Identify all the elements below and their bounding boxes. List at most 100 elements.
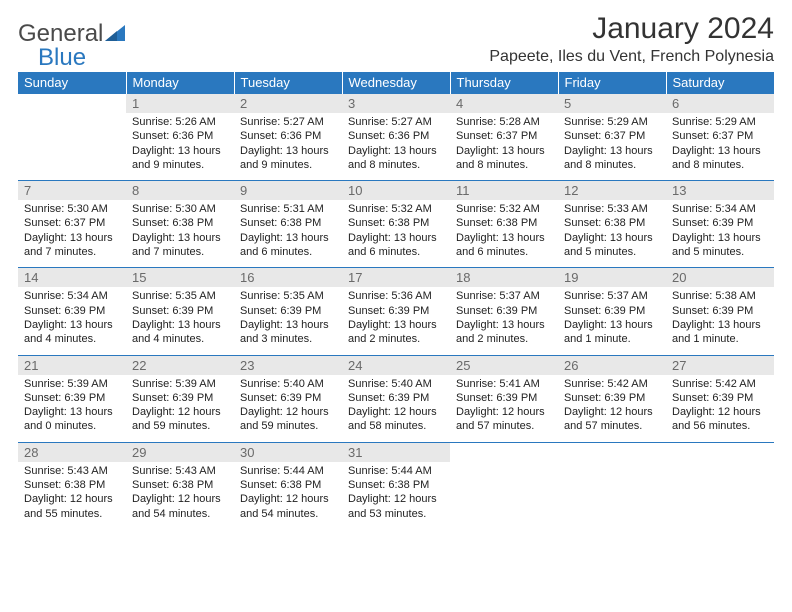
sunrise-text: Sunrise: 5:40 AM bbox=[348, 377, 444, 391]
calendar-day-cell bbox=[666, 442, 774, 529]
sunset-text: Sunset: 6:39 PM bbox=[24, 304, 120, 318]
day-body: Sunrise: 5:30 AMSunset: 6:37 PMDaylight:… bbox=[18, 200, 126, 267]
calendar-day-cell: 3Sunrise: 5:27 AMSunset: 6:36 PMDaylight… bbox=[342, 94, 450, 181]
day-number: 27 bbox=[666, 356, 774, 375]
day-number: 16 bbox=[234, 268, 342, 287]
calendar-day-cell: 2Sunrise: 5:27 AMSunset: 6:36 PMDaylight… bbox=[234, 94, 342, 181]
day-body: Sunrise: 5:37 AMSunset: 6:39 PMDaylight:… bbox=[558, 287, 666, 354]
sunset-text: Sunset: 6:36 PM bbox=[240, 129, 336, 143]
sunrise-text: Sunrise: 5:27 AM bbox=[240, 115, 336, 129]
sunset-text: Sunset: 6:39 PM bbox=[348, 391, 444, 405]
day-number: 30 bbox=[234, 443, 342, 462]
daylight-text: Daylight: 13 hours and 8 minutes. bbox=[348, 144, 444, 173]
sunrise-text: Sunrise: 5:37 AM bbox=[564, 289, 660, 303]
calendar-week: 14Sunrise: 5:34 AMSunset: 6:39 PMDayligh… bbox=[18, 268, 774, 355]
day-body: Sunrise: 5:38 AMSunset: 6:39 PMDaylight:… bbox=[666, 287, 774, 354]
calendar-day-cell: 18Sunrise: 5:37 AMSunset: 6:39 PMDayligh… bbox=[450, 268, 558, 355]
daylight-text: Daylight: 13 hours and 5 minutes. bbox=[672, 231, 768, 260]
daylight-text: Daylight: 13 hours and 1 minute. bbox=[672, 318, 768, 347]
sunset-text: Sunset: 6:38 PM bbox=[132, 216, 228, 230]
calendar-day-cell: 23Sunrise: 5:40 AMSunset: 6:39 PMDayligh… bbox=[234, 355, 342, 442]
day-header: Thursday bbox=[450, 72, 558, 94]
calendar-day-cell: 7Sunrise: 5:30 AMSunset: 6:37 PMDaylight… bbox=[18, 181, 126, 268]
daylight-text: Daylight: 13 hours and 4 minutes. bbox=[132, 318, 228, 347]
day-body: Sunrise: 5:35 AMSunset: 6:39 PMDaylight:… bbox=[234, 287, 342, 354]
day-body: Sunrise: 5:42 AMSunset: 6:39 PMDaylight:… bbox=[666, 375, 774, 442]
calendar-week: 28Sunrise: 5:43 AMSunset: 6:38 PMDayligh… bbox=[18, 442, 774, 529]
calendar-day-cell: 21Sunrise: 5:39 AMSunset: 6:39 PMDayligh… bbox=[18, 355, 126, 442]
daylight-text: Daylight: 13 hours and 7 minutes. bbox=[24, 231, 120, 260]
sunset-text: Sunset: 6:39 PM bbox=[564, 304, 660, 318]
sunrise-text: Sunrise: 5:43 AM bbox=[132, 464, 228, 478]
daylight-text: Daylight: 13 hours and 8 minutes. bbox=[456, 144, 552, 173]
calendar-day-cell: 30Sunrise: 5:44 AMSunset: 6:38 PMDayligh… bbox=[234, 442, 342, 529]
sunset-text: Sunset: 6:38 PM bbox=[24, 478, 120, 492]
day-body: Sunrise: 5:27 AMSunset: 6:36 PMDaylight:… bbox=[342, 113, 450, 180]
daylight-text: Daylight: 13 hours and 6 minutes. bbox=[456, 231, 552, 260]
day-number: 7 bbox=[18, 181, 126, 200]
sunrise-text: Sunrise: 5:30 AM bbox=[24, 202, 120, 216]
daylight-text: Daylight: 13 hours and 9 minutes. bbox=[132, 144, 228, 173]
day-body: Sunrise: 5:41 AMSunset: 6:39 PMDaylight:… bbox=[450, 375, 558, 442]
sunset-text: Sunset: 6:39 PM bbox=[564, 391, 660, 405]
day-number: 20 bbox=[666, 268, 774, 287]
day-number: 28 bbox=[18, 443, 126, 462]
day-number: 4 bbox=[450, 94, 558, 113]
sunrise-text: Sunrise: 5:36 AM bbox=[348, 289, 444, 303]
sunset-text: Sunset: 6:38 PM bbox=[240, 216, 336, 230]
sunrise-text: Sunrise: 5:30 AM bbox=[132, 202, 228, 216]
calendar-day-cell: 24Sunrise: 5:40 AMSunset: 6:39 PMDayligh… bbox=[342, 355, 450, 442]
calendar-day-cell: 8Sunrise: 5:30 AMSunset: 6:38 PMDaylight… bbox=[126, 181, 234, 268]
calendar-week: 1Sunrise: 5:26 AMSunset: 6:36 PMDaylight… bbox=[18, 94, 774, 181]
calendar-day-cell: 14Sunrise: 5:34 AMSunset: 6:39 PMDayligh… bbox=[18, 268, 126, 355]
sunset-text: Sunset: 6:39 PM bbox=[240, 304, 336, 318]
calendar-page: General January 2024 Papeete, Iles du Ve… bbox=[0, 0, 792, 612]
daylight-text: Daylight: 13 hours and 2 minutes. bbox=[456, 318, 552, 347]
sunset-text: Sunset: 6:37 PM bbox=[24, 216, 120, 230]
calendar-day-cell: 19Sunrise: 5:37 AMSunset: 6:39 PMDayligh… bbox=[558, 268, 666, 355]
sunrise-text: Sunrise: 5:39 AM bbox=[132, 377, 228, 391]
calendar-day-cell: 27Sunrise: 5:42 AMSunset: 6:39 PMDayligh… bbox=[666, 355, 774, 442]
day-number: 31 bbox=[342, 443, 450, 462]
day-body bbox=[558, 462, 666, 520]
sunset-text: Sunset: 6:39 PM bbox=[132, 304, 228, 318]
daylight-text: Daylight: 13 hours and 2 minutes. bbox=[348, 318, 444, 347]
day-body: Sunrise: 5:34 AMSunset: 6:39 PMDaylight:… bbox=[666, 200, 774, 267]
sunset-text: Sunset: 6:37 PM bbox=[672, 129, 768, 143]
sunrise-text: Sunrise: 5:38 AM bbox=[672, 289, 768, 303]
day-body bbox=[666, 462, 774, 520]
day-body: Sunrise: 5:44 AMSunset: 6:38 PMDaylight:… bbox=[234, 462, 342, 529]
daylight-text: Daylight: 13 hours and 6 minutes. bbox=[348, 231, 444, 260]
day-body: Sunrise: 5:39 AMSunset: 6:39 PMDaylight:… bbox=[18, 375, 126, 442]
day-body: Sunrise: 5:43 AMSunset: 6:38 PMDaylight:… bbox=[126, 462, 234, 529]
day-body: Sunrise: 5:28 AMSunset: 6:37 PMDaylight:… bbox=[450, 113, 558, 180]
day-number: 25 bbox=[450, 356, 558, 375]
sunrise-text: Sunrise: 5:42 AM bbox=[672, 377, 768, 391]
sunrise-text: Sunrise: 5:29 AM bbox=[672, 115, 768, 129]
sunset-text: Sunset: 6:37 PM bbox=[564, 129, 660, 143]
calendar-day-cell: 20Sunrise: 5:38 AMSunset: 6:39 PMDayligh… bbox=[666, 268, 774, 355]
daylight-text: Daylight: 12 hours and 59 minutes. bbox=[240, 405, 336, 434]
day-body: Sunrise: 5:31 AMSunset: 6:38 PMDaylight:… bbox=[234, 200, 342, 267]
day-body: Sunrise: 5:33 AMSunset: 6:38 PMDaylight:… bbox=[558, 200, 666, 267]
daylight-text: Daylight: 12 hours and 53 minutes. bbox=[348, 492, 444, 521]
sunset-text: Sunset: 6:38 PM bbox=[240, 478, 336, 492]
day-body: Sunrise: 5:34 AMSunset: 6:39 PMDaylight:… bbox=[18, 287, 126, 354]
calendar-day-cell bbox=[18, 94, 126, 181]
day-body: Sunrise: 5:30 AMSunset: 6:38 PMDaylight:… bbox=[126, 200, 234, 267]
sunrise-text: Sunrise: 5:39 AM bbox=[24, 377, 120, 391]
day-header: Tuesday bbox=[234, 72, 342, 94]
day-body: Sunrise: 5:29 AMSunset: 6:37 PMDaylight:… bbox=[558, 113, 666, 180]
day-number: 1 bbox=[126, 94, 234, 113]
calendar-day-cell: 13Sunrise: 5:34 AMSunset: 6:39 PMDayligh… bbox=[666, 181, 774, 268]
day-number: 21 bbox=[18, 356, 126, 375]
calendar-day-cell: 15Sunrise: 5:35 AMSunset: 6:39 PMDayligh… bbox=[126, 268, 234, 355]
calendar-day-cell: 10Sunrise: 5:32 AMSunset: 6:38 PMDayligh… bbox=[342, 181, 450, 268]
calendar-day-cell: 6Sunrise: 5:29 AMSunset: 6:37 PMDaylight… bbox=[666, 94, 774, 181]
day-header: Wednesday bbox=[342, 72, 450, 94]
day-number: 14 bbox=[18, 268, 126, 287]
day-number: 29 bbox=[126, 443, 234, 462]
day-body: Sunrise: 5:32 AMSunset: 6:38 PMDaylight:… bbox=[450, 200, 558, 267]
calendar-day-cell: 9Sunrise: 5:31 AMSunset: 6:38 PMDaylight… bbox=[234, 181, 342, 268]
sunrise-text: Sunrise: 5:44 AM bbox=[240, 464, 336, 478]
